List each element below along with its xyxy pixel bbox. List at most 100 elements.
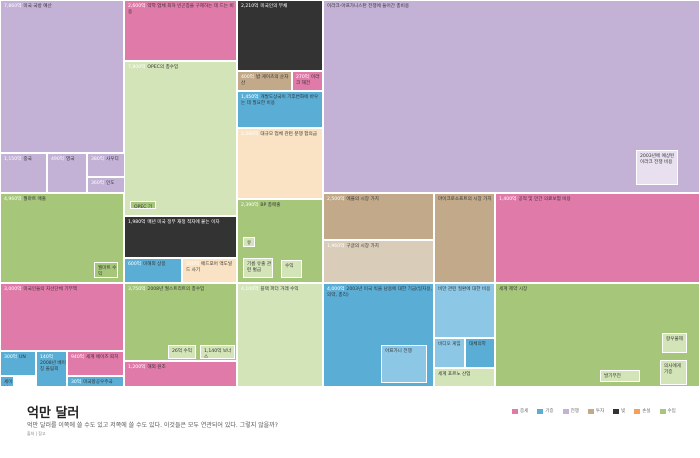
cell-text: 세계 포르노 산업 — [438, 372, 471, 377]
cell-text: 중국 — [23, 157, 32, 162]
cell-amount: 940억 — [71, 355, 84, 360]
treemap-cell: 1,400억 공적 및 민간 의료보험 비용 — [495, 193, 700, 283]
legend-label: 투자 — [595, 409, 605, 414]
treemap-cell-label: 7,800억 OPEC의 총수입 — [128, 65, 178, 71]
treemap-cell-label: 500억 에드포어 맥도널드 사기 — [186, 262, 236, 274]
cell-amount: 3,000억 — [4, 287, 22, 292]
cell-text: 공적 및 민간 의료보험 비용 — [518, 197, 571, 202]
cell-text: 인도 — [106, 181, 115, 186]
treemap: 7,860억 미국 국방 예산 1,150억 중국 490억 영국 380억 사우디 360억 인… — [0, 0, 700, 387]
cell-text: 수익 — [285, 264, 294, 269]
treemap-cell: 아프가니 전쟁 — [381, 345, 427, 383]
treemap-cell-label: 세이브 — [4, 380, 13, 386]
cell-text: 약학 업체 최하 빈곤층을 구제하는 데 드는 비용 — [128, 4, 234, 15]
cell-text: 발기부전 — [604, 374, 621, 379]
treemap-cell-label: 7,860억 미국 국방 예산 — [4, 4, 52, 10]
cell-text: 미해외 상봉 — [143, 262, 166, 267]
cell-amount: 1,150억 — [4, 157, 22, 162]
treemap-cell-label: 2,080억 대규모 업체 관련 분쟁 합의금 — [241, 132, 317, 138]
page-title: 억만 달러 — [27, 406, 80, 421]
treemap-cell: 270억 이라크 재건 — [292, 71, 323, 91]
treemap-cell: 1,200억 해외 원조 — [124, 361, 237, 387]
treemap-cell-label: 2003년에 예상된 이라크 전쟁 비용 — [640, 154, 677, 166]
legend-label: 기증 — [545, 409, 554, 414]
cell-amount: 3,750억 — [128, 287, 146, 292]
treemap-cell-label: 1,980억 매년 미국 정부 재정 적자에 붙는 이자 — [128, 220, 220, 226]
cell-text: 2003년에 예상된 이라크 전쟁 비용 — [640, 154, 675, 165]
cell-amount: 300억 — [4, 355, 17, 360]
legend-label: 수입 — [667, 409, 676, 414]
treemap-cell: 360억 인도 — [87, 177, 125, 193]
cell-text: OPEC 기후변화 기금 — [134, 205, 153, 209]
treemap-cell-label: 아프가니 전쟁 — [385, 349, 412, 355]
legend-item: 기증 — [537, 408, 554, 414]
cell-amount: 7,860억 — [4, 4, 22, 9]
cell-text: 기름 유출 관련 벌금 — [247, 262, 272, 273]
cell-amount: 1,200억 — [128, 365, 146, 370]
treemap-cell-label: 1,400억 공적 및 민간 의료보험 비용 — [499, 197, 571, 203]
cell-text: 비디오 게임 — [438, 342, 461, 347]
cell-amount: 2,390억 — [241, 203, 259, 208]
treemap-cell: 4,960억 월마트 매출 — [0, 193, 124, 283]
treemap-cell: 380억 사우디 — [87, 153, 125, 177]
treemap-cell-label: 2,210억 미국인의 부채 — [241, 4, 287, 10]
treemap-cell: 490억 영국 — [47, 153, 87, 193]
treemap-cell: 이라크-아프가니스탄 전쟁에 들어간 총비용 — [323, 0, 700, 193]
treemap-cell: 2,600억 약학 업체 최하 빈곤층을 구제하는 데 드는 비용 — [124, 0, 237, 61]
treemap-cell-label: 2,390억 BP 총매출 — [241, 203, 280, 209]
treemap-cell-label: 490억 영국 — [51, 157, 74, 163]
treemap-cell-label: 의사에게 기증 — [664, 364, 686, 376]
treemap-cell-label: 1,150억 중국 — [4, 157, 32, 163]
treemap-cell: 2003년에 예상된 이라크 전쟁 비용 — [636, 150, 678, 185]
treemap-cell: 세이브 — [0, 376, 14, 387]
cell-text: 1,140억 보너스 — [204, 349, 232, 359]
treemap-cell-label: 1,140억 보너스 — [204, 349, 234, 359]
cell-text: 블랙 파더 거래 수익 — [260, 287, 299, 292]
treemap-cell-label: 세계 포르노 산업 — [438, 372, 471, 378]
treemap-cell: 월마트 수익 — [94, 262, 118, 278]
treemap-cell: 1,450억 개발도상국이 기후변화에 바우는 데 필요한 비용 — [237, 91, 323, 128]
treemap-cell-label: 400억 밥 게이츠의 순자산 — [241, 75, 291, 87]
cell-text: 월마트 수익 — [98, 266, 117, 277]
treemap-cell: 940억 세계 에이즈 퇴치 — [67, 351, 124, 376]
treemap-cell-label: 140억2008년 베이징 올림픽 — [40, 355, 66, 373]
treemap-cell-label: 기름 유출 관련 벌금 — [247, 262, 272, 274]
cell-amount: 2,080억 — [241, 132, 259, 137]
treemap-cell-label: 4,100억 블랙 파더 거래 수익 — [241, 287, 299, 293]
cell-text: 아프가니 전쟁 — [385, 349, 412, 354]
treemap-cell: 수익 — [281, 260, 302, 278]
treemap-cell: 1,140억 보너스 — [200, 345, 235, 359]
treemap-cell-label: 360억 인도 — [91, 181, 114, 187]
page-subtitle: 억만 달러를 이쪽에 쓸 수도 있고 저쪽에 쓸 수도 있다. 이것들은 모두 … — [27, 422, 278, 429]
treemap-cell: 유출 기름 수거 작업 — [243, 237, 255, 247]
treemap-cell: 600억 미해외 상봉 — [124, 258, 182, 283]
legend-swatch — [562, 408, 569, 414]
cell-text: 밥 게이츠의 순자산 — [241, 75, 289, 86]
cell-amount: 400억 — [241, 75, 254, 80]
treemap-cell: 2,210억 미국인의 부채 — [237, 0, 323, 71]
cell-amount: 2,600억 — [128, 4, 146, 9]
cell-text: 대체의학 — [469, 342, 486, 347]
treemap-cell-label: 380억 사우디 — [91, 157, 119, 163]
cell-text: 유출 기름 수거 작업 — [247, 241, 252, 246]
treemap-cell: 7,860억 미국 국방 예산 — [0, 0, 124, 153]
cell-amount: 1,980억 — [128, 220, 146, 225]
treemap-cell-label: 4,000억 2003년 미국 빅을 남용에 대한 기금(일자용, 의약, 총리) — [327, 287, 433, 299]
treemap-cell-label: 1,200억 해외 원조 — [128, 365, 166, 371]
legend-item: 증세 — [512, 408, 528, 414]
treemap-cell-label: 수익 — [285, 264, 293, 270]
legend: 증세 기증 전쟁 투자 빚 손실 수입 — [512, 408, 676, 414]
treemap-cell-label: 마이크로소프트의 시장 가치 — [438, 197, 492, 203]
cell-text: 미국인의 부채 — [260, 4, 288, 9]
legend-item: 수입 — [659, 408, 676, 414]
cell-amount: 500억 — [186, 262, 199, 267]
treemap-cell: 7,800억 OPEC의 총수입 — [124, 61, 237, 216]
cell-text: 영국 — [66, 157, 75, 162]
treemap-cell-label: 1,450억 개발도상국이 기후변화에 바우는 데 필요한 비용 — [241, 95, 322, 107]
legend-swatch — [587, 408, 594, 414]
cell-amount: 1,400억 — [499, 197, 517, 202]
treemap-cell-label: 2,600억 약학 업체 최하 빈곤층을 구제하는 데 드는 비용 — [128, 4, 236, 16]
treemap-cell: 1,960억 구글의 시장 가치 — [323, 240, 434, 283]
legend-item: 손실 — [634, 408, 651, 414]
cell-text: 2003년 미국 빅을 남용에 대한 기금(일자용, 의약, 총리) — [327, 287, 433, 298]
